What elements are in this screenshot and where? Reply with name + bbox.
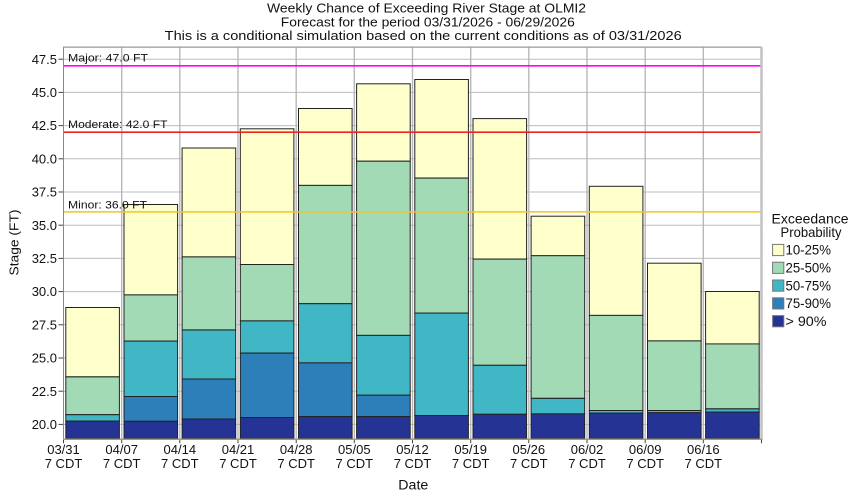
svg-text:75-90%: 75-90% xyxy=(786,296,832,311)
svg-text:05/26: 05/26 xyxy=(513,442,546,457)
svg-text:Exceedance: Exceedance xyxy=(772,211,849,227)
svg-text:Weekly Chance of Exceeding Riv: Weekly Chance of Exceeding River Stage a… xyxy=(267,1,586,16)
svg-text:Probability: Probability xyxy=(781,224,842,240)
svg-text:Major: 47.0 FT: Major: 47.0 FT xyxy=(68,53,148,65)
svg-text:45.0: 45.0 xyxy=(32,85,57,100)
svg-text:7 CDT: 7 CDT xyxy=(277,456,315,471)
svg-text:25-50%: 25-50% xyxy=(786,261,832,276)
svg-text:32.5: 32.5 xyxy=(32,251,57,266)
svg-text:Minor: 36.0 FT: Minor: 36.0 FT xyxy=(68,199,147,211)
svg-text:7 CDT: 7 CDT xyxy=(103,456,141,471)
svg-text:04/07: 04/07 xyxy=(105,442,138,457)
svg-text:35.0: 35.0 xyxy=(32,218,57,233)
svg-text:06/16: 06/16 xyxy=(687,442,720,457)
svg-text:Moderate: 42.0 FT: Moderate: 42.0 FT xyxy=(68,119,168,131)
svg-text:7 CDT: 7 CDT xyxy=(45,456,83,471)
svg-text:7 CDT: 7 CDT xyxy=(161,456,199,471)
svg-text:03/31: 03/31 xyxy=(47,442,80,457)
svg-text:Date: Date xyxy=(398,478,428,493)
svg-text:20.0: 20.0 xyxy=(32,417,57,432)
svg-text:37.5: 37.5 xyxy=(32,185,57,200)
svg-text:22.5: 22.5 xyxy=(32,384,57,399)
svg-text:06/09: 06/09 xyxy=(629,442,662,457)
svg-text:27.5: 27.5 xyxy=(32,317,57,332)
svg-text:7 CDT: 7 CDT xyxy=(510,456,548,471)
svg-text:05/12: 05/12 xyxy=(396,442,429,457)
svg-text:04/28: 04/28 xyxy=(280,442,313,457)
svg-text:47.5: 47.5 xyxy=(32,52,57,67)
svg-text:7 CDT: 7 CDT xyxy=(219,456,257,471)
svg-text:42.5: 42.5 xyxy=(32,118,57,133)
svg-text:10-25%: 10-25% xyxy=(786,243,832,258)
svg-text:This is a conditional simulati: This is a conditional simulation based o… xyxy=(165,28,682,43)
svg-text:7 CDT: 7 CDT xyxy=(626,456,664,471)
svg-text:04/21: 04/21 xyxy=(222,442,255,457)
svg-text:05/19: 05/19 xyxy=(454,442,487,457)
svg-text:> 90%: > 90% xyxy=(786,314,827,329)
svg-text:7 CDT: 7 CDT xyxy=(568,456,606,471)
svg-text:05/05: 05/05 xyxy=(338,442,371,457)
svg-text:7 CDT: 7 CDT xyxy=(452,456,490,471)
svg-text:7 CDT: 7 CDT xyxy=(336,456,374,471)
svg-text:Forecast for the period 03/31/: Forecast for the period 03/31/2026 - 06/… xyxy=(281,14,575,29)
svg-text:04/14: 04/14 xyxy=(164,442,197,457)
svg-text:30.0: 30.0 xyxy=(32,284,57,299)
svg-text:7 CDT: 7 CDT xyxy=(394,456,432,471)
svg-text:25.0: 25.0 xyxy=(32,351,57,366)
svg-text:40.0: 40.0 xyxy=(32,151,57,166)
svg-text:Stage (FT): Stage (FT) xyxy=(7,210,22,276)
svg-text:06/02: 06/02 xyxy=(571,442,604,457)
svg-text:7 CDT: 7 CDT xyxy=(685,456,723,471)
svg-text:50-75%: 50-75% xyxy=(786,278,832,293)
